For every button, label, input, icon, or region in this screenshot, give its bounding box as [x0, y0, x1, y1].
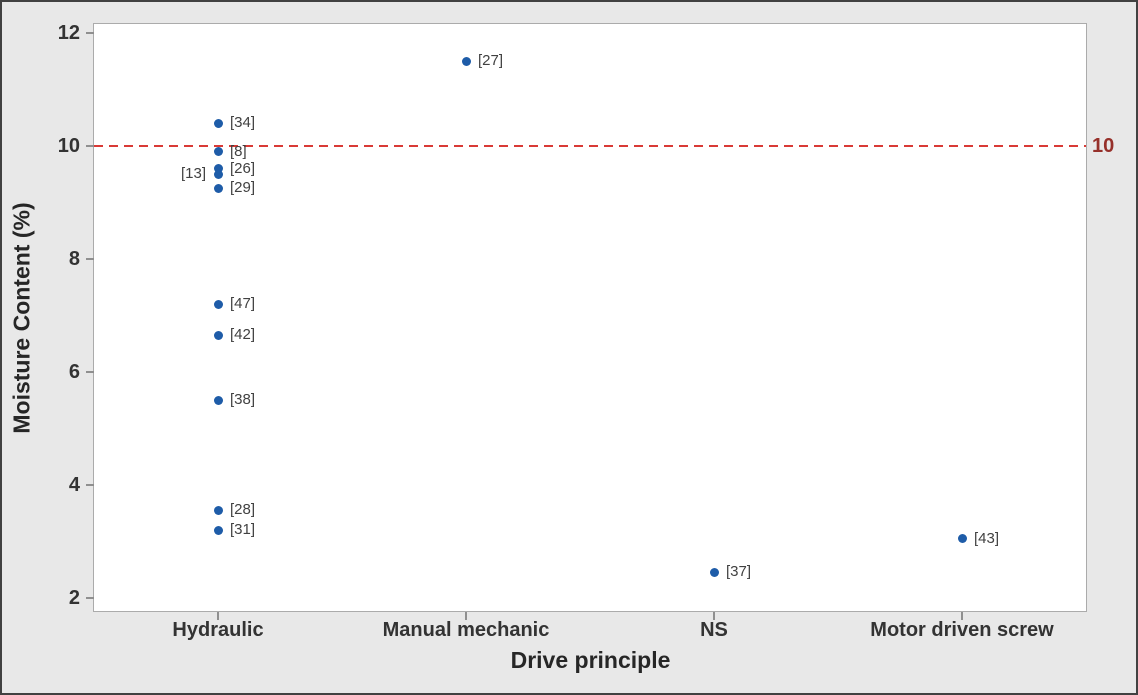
data-point	[213, 330, 223, 340]
data-point-label: [29]	[230, 179, 256, 197]
data-point	[213, 164, 223, 174]
data-point-label: [38]	[230, 391, 256, 409]
x-axis-tick	[961, 612, 963, 620]
y-axis-tick	[86, 257, 94, 260]
y-axis-tick	[86, 483, 94, 486]
x-axis-tick	[465, 612, 467, 620]
x-axis-title: Drive principle	[510, 647, 671, 673]
data-point	[213, 183, 223, 193]
x-axis-tick	[713, 612, 715, 620]
plot-area	[93, 23, 1087, 612]
y-axis-tick	[86, 596, 94, 599]
x-axis-category-label: NS	[700, 619, 728, 641]
y-axis-tick-label: 8	[68, 247, 80, 270]
data-point	[213, 147, 223, 157]
data-point	[213, 169, 223, 179]
data-point-label: [43]	[974, 529, 1000, 547]
reference-line-label: 10	[1092, 135, 1115, 157]
x-axis-category-label: Manual mechanic	[382, 619, 550, 641]
data-point	[709, 567, 719, 577]
data-point	[957, 534, 967, 544]
y-axis-tick	[86, 32, 94, 35]
data-point-label: [37]	[726, 563, 752, 581]
data-point	[213, 505, 223, 515]
y-axis-tick-label: 6	[68, 360, 80, 383]
data-point-label: [27]	[478, 52, 504, 70]
data-point	[213, 525, 223, 535]
y-axis-tick-label: 2	[68, 586, 80, 609]
data-point-label: [34]	[230, 114, 256, 132]
data-point-label: [42]	[230, 326, 256, 344]
y-axis-tick	[86, 370, 94, 373]
data-point-label: [28]	[230, 501, 256, 519]
data-point	[461, 56, 471, 66]
data-point-label: [13]	[180, 165, 206, 183]
x-axis-category-label: Motor driven screw	[870, 619, 1054, 641]
reference-line	[94, 145, 1086, 147]
data-point-label: [8]	[230, 142, 247, 160]
y-axis-title: Moisture Content (%)	[8, 202, 35, 434]
y-axis-tick	[86, 145, 94, 147]
y-axis-tick-label: 12	[57, 22, 80, 45]
data-point	[213, 118, 223, 128]
y-axis-tick-label: 10	[57, 135, 80, 157]
x-axis-category-label: Hydraulic	[172, 619, 264, 641]
data-point-label: [31]	[230, 521, 256, 539]
y-axis-tick-label: 4	[68, 473, 80, 496]
data-point	[213, 299, 223, 309]
data-point	[213, 395, 223, 405]
data-point-label: [26]	[230, 159, 256, 177]
x-axis-tick	[217, 612, 219, 620]
data-point-label: [47]	[230, 295, 256, 313]
